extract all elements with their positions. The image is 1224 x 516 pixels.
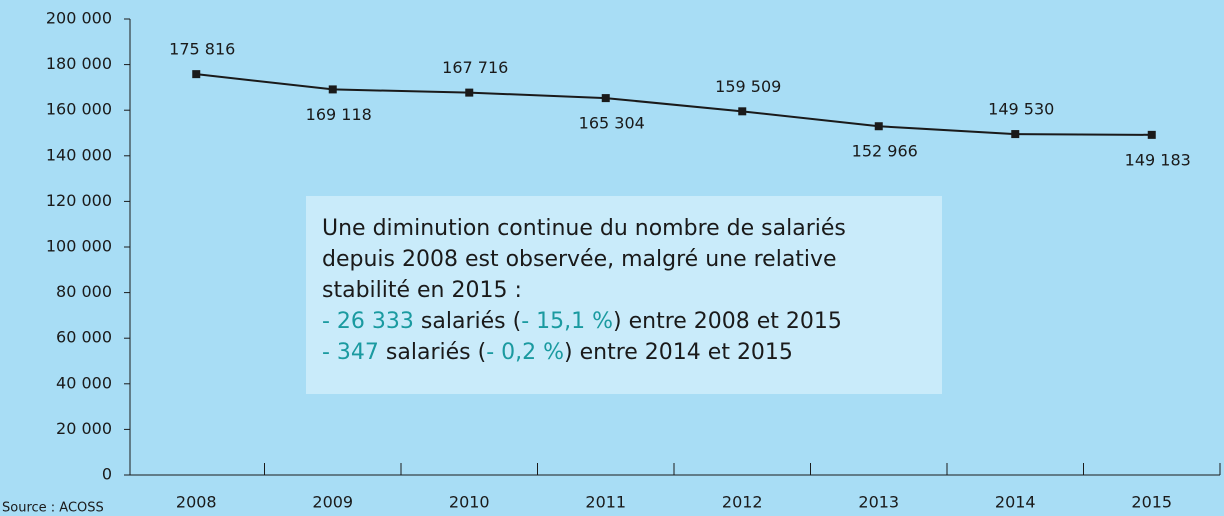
data-label: 167 716 — [442, 58, 508, 77]
annotation-text: ) entre 2008 et 2015 — [613, 309, 842, 334]
annotation-text: - 0,2 % — [486, 340, 564, 365]
marker — [1011, 130, 1020, 139]
annotation-line: - 26 333 salariés (- 15,1 %) entre 2008 … — [322, 309, 842, 334]
marker — [601, 94, 610, 103]
y-tick-label: 20 000 — [56, 419, 112, 438]
annotation-text: stabilité en 2015 : — [322, 278, 522, 303]
data-label: 165 304 — [579, 114, 645, 133]
marker — [1147, 130, 1156, 139]
marker — [465, 88, 474, 97]
marker — [874, 122, 883, 131]
y-tick-label: 140 000 — [46, 145, 112, 164]
y-tick-label: 180 000 — [46, 54, 112, 73]
annotation-line: depuis 2008 est observée, malgré une rel… — [322, 247, 837, 272]
y-tick-label: 60 000 — [56, 328, 112, 347]
annotation-text: Une diminution continue du nombre de sal… — [322, 216, 846, 241]
annotation-line: Une diminution continue du nombre de sal… — [322, 216, 846, 241]
annotation-text: salariés ( — [379, 340, 486, 365]
x-tick-label: 2009 — [312, 493, 353, 512]
marker — [328, 85, 337, 94]
annotation-text: salariés ( — [414, 309, 521, 334]
x-tick-label: 2008 — [176, 493, 217, 512]
annotation-text: depuis 2008 est observée, malgré une rel… — [322, 247, 837, 272]
y-tick-label: 160 000 — [46, 100, 112, 119]
x-tick-label: 2010 — [449, 493, 490, 512]
marker — [738, 107, 747, 116]
y-tick-label: 120 000 — [46, 191, 112, 210]
x-tick-label: 2012 — [722, 493, 763, 512]
annotation-text: ) entre 2014 et 2015 — [564, 340, 793, 365]
y-tick-label: 80 000 — [56, 282, 112, 301]
source: Source : ACOSS — [2, 501, 104, 516]
line — [196, 73, 1152, 136]
annotation-box — [306, 196, 942, 394]
x-tick-label: 2011 — [585, 493, 626, 512]
annotation-text: - 26 333 — [322, 309, 414, 334]
x-tick-label: 2014 — [995, 493, 1036, 512]
data-label: 149 530 — [988, 100, 1054, 119]
annotation-text: - 15,1 % — [521, 309, 613, 334]
annotation-line: stabilité en 2015 : — [322, 278, 522, 303]
y-tick-label: 40 000 — [56, 373, 112, 392]
y-tick-label: 0 — [102, 465, 112, 484]
y-tick-label: 200 000 — [46, 9, 112, 28]
marker — [192, 70, 201, 79]
data-label: 159 509 — [715, 77, 781, 96]
x-tick-label: 2015 — [1131, 493, 1172, 512]
data-label: 152 966 — [852, 142, 918, 161]
data-label: 149 183 — [1125, 150, 1191, 169]
annotation-line: - 347 salariés (- 0,2 %) entre 2014 et 2… — [322, 340, 793, 365]
annotation-text: - 347 — [322, 340, 379, 365]
data-label: 169 118 — [306, 105, 372, 124]
x-tick-label: 2013 — [858, 493, 899, 512]
data-label: 175 816 — [169, 40, 235, 59]
y-tick-label: 100 000 — [46, 237, 112, 256]
